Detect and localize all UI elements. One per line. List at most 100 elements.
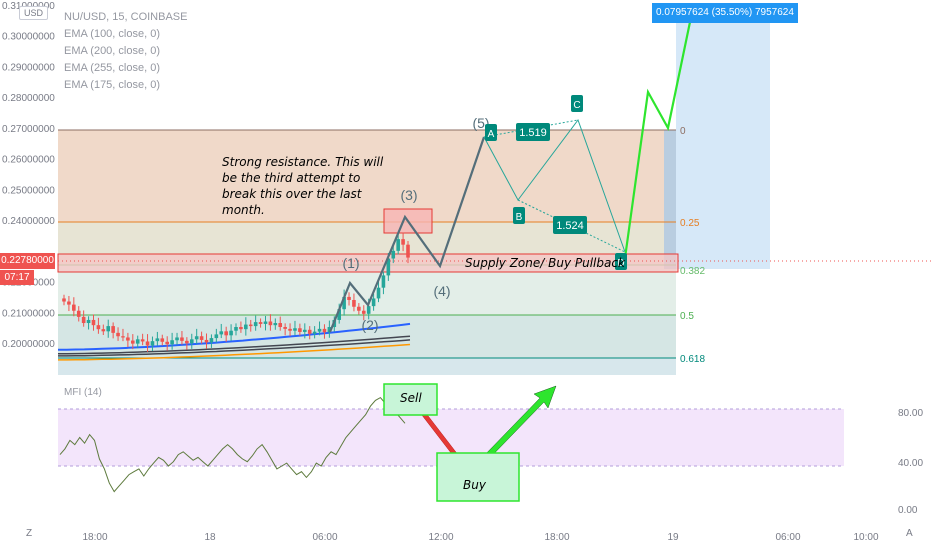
candle-body [229,330,233,336]
candle-body [160,338,165,342]
wave-label: (4) [433,283,450,299]
corner-right[interactable]: A [906,528,913,539]
candle-body [116,332,120,337]
time-tick: 06:00 [775,532,800,543]
currency-badge: USD [19,6,49,20]
target-projection-box [676,22,770,269]
candle-body [209,338,214,343]
fib-label: 0.25 [680,218,700,229]
candle-body [371,298,376,307]
wave-label: (2) [361,317,378,333]
candle-body [347,296,351,300]
ema-175-label: EMA (175, close, 0) [64,79,160,91]
candle-body [101,329,106,332]
price-badge: 0.22780000 [0,253,55,269]
candle-body [131,340,135,344]
candle-body [86,319,91,324]
candle-body [81,316,86,324]
ema-100-label: EMA (100, close, 0) [64,28,160,40]
ema-200-label: EMA (200, close, 0) [64,45,160,57]
harmonic-point-label: B [516,212,523,223]
candle-body [391,250,396,259]
harmonic-point-box[interactable] [615,253,627,270]
candle-body [317,328,322,332]
price-tick: 0.26000000 [2,155,55,166]
ema-line [57,335,411,355]
candle-body [381,275,386,288]
buy-box[interactable] [436,452,520,502]
candle-body [361,310,366,314]
candle-body [366,306,371,314]
corner-left[interactable]: Z [26,528,33,539]
mfi-label: MFI (14) [64,387,102,398]
resistance-box[interactable] [383,208,433,234]
harmonic-point-label: D [617,258,624,269]
candle-body [76,310,81,317]
harmonic-point-label: A [488,129,495,140]
wave-label: (3) [400,187,417,203]
fib-label: 0.5 [680,311,694,322]
candle-body [322,328,327,333]
fib-band-0-025 [58,130,676,222]
sell-box[interactable] [383,383,438,416]
harmonic-xabcd [483,118,626,253]
candle-body [204,339,209,343]
projection-path [623,21,692,259]
ema-line [58,343,411,361]
time-tick: 18:00 [544,532,569,543]
candle-body [126,337,130,341]
resistance-note: Strong resistance. This will be the thir… [222,155,384,217]
countdown-badge: 07:17 [0,270,34,285]
candle-body [288,328,292,331]
ema-255-label: EMA (255, close, 0) [64,62,160,74]
harmonic-ratio-box[interactable] [553,216,587,234]
candle-body [239,327,243,330]
sell-label: Sell [400,391,422,405]
candle-body [312,331,317,334]
symbol-line: NU/USD, 15, COINBASE [64,11,188,23]
mfi-tick: 0.00 [898,505,918,516]
price-tick: 0.27000000 [2,124,55,135]
ema-line [58,339,411,357]
candle-body [273,323,278,326]
price-axis: 0.310000000.300000000.290000000.28000000… [2,1,55,350]
price-tick: 0.29000000 [2,62,55,73]
candle-body [386,258,391,276]
candle-body [342,296,346,310]
candle-body [155,338,160,342]
fib-label: 0.618 [680,354,705,365]
candle-body [327,327,332,333]
candle-body [67,301,71,305]
candle-body [307,329,312,334]
harmonic-ratio-box[interactable] [516,123,550,141]
harmonic-ratio-label: 1.524 [556,220,584,232]
ema-lines [57,322,411,361]
harmonic-point-box[interactable] [571,95,583,112]
candle-body [396,239,400,251]
harmonic-labels: A B C D 1.519 1.524 [485,95,627,270]
fib-label: 0.382 [680,266,705,277]
candle-body [244,324,248,330]
price-tick: 0.24000000 [2,216,55,227]
candle-body [253,322,258,327]
candle-body [175,337,179,341]
candle-body [283,327,287,329]
harmonic-point-box[interactable] [485,124,497,141]
candle-body [278,323,283,328]
candle-body [224,331,228,336]
ema-line [57,322,411,351]
candle-body [189,339,194,344]
supply-zone-box[interactable] [57,253,679,273]
price-tick: 0.20000000 [2,339,55,350]
harmonic-point-box[interactable] [513,207,525,224]
harmonic-ratio-label: 1.519 [519,127,547,139]
buy-label: Buy [463,478,486,492]
time-axis: 18:00 18 06:00 12:00 18:00 19 06:00 10:00 [82,532,878,543]
candle-body [268,321,273,326]
price-tick: 0.28000000 [2,93,55,104]
candle-body [303,329,307,332]
harmonic-point-label: C [573,100,580,111]
candle-body [111,326,115,333]
candle-body [194,336,199,340]
